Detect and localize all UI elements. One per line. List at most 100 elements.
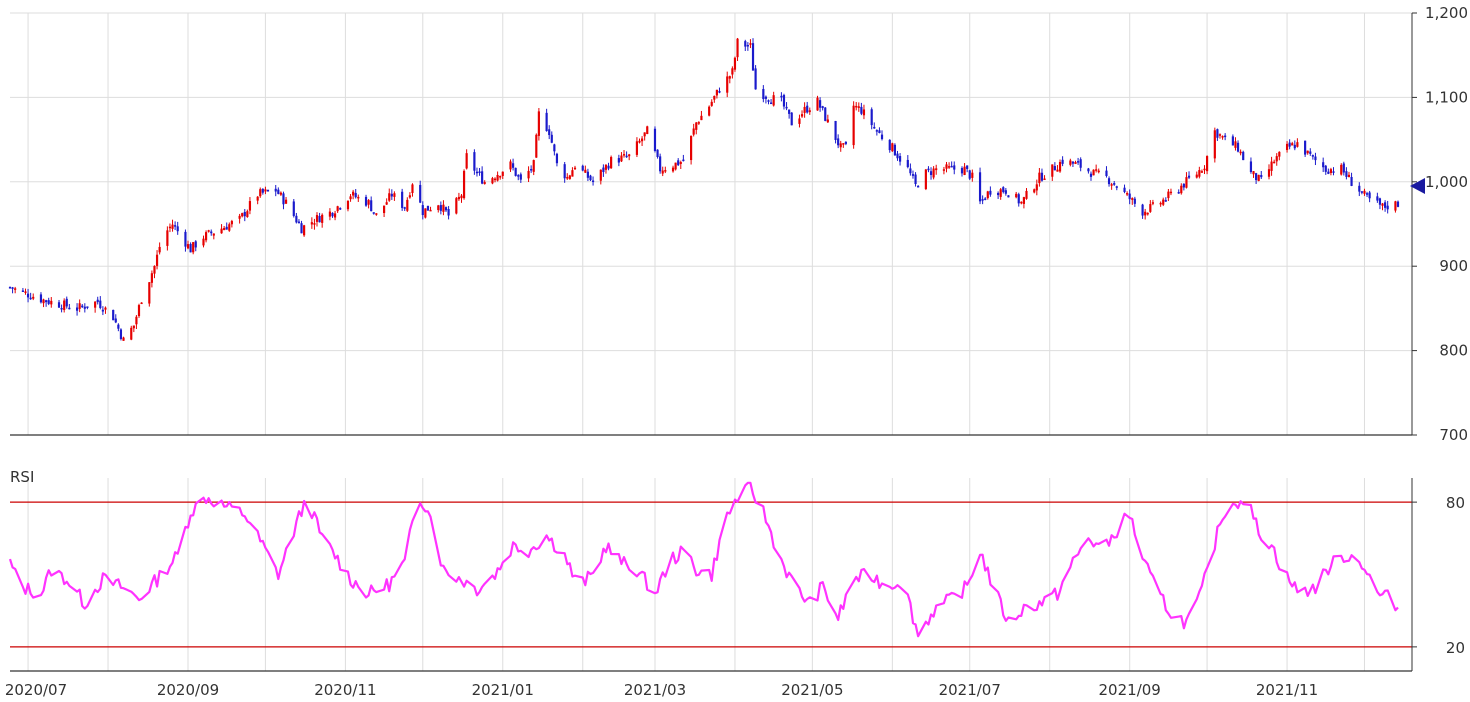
candlestick [220, 224, 223, 234]
candle-body [148, 282, 151, 304]
candle-body [493, 178, 497, 181]
candle-body [81, 305, 84, 308]
candlestick [1396, 200, 1400, 208]
candlestick [78, 299, 81, 313]
candle-body [981, 199, 984, 201]
candlestick [924, 168, 927, 191]
candle-body [695, 122, 698, 130]
candlestick [1126, 191, 1129, 197]
candle-body [834, 120, 837, 140]
candlestick [896, 150, 899, 161]
candlestick [491, 176, 494, 185]
candlestick [47, 297, 50, 306]
candle-body [599, 169, 602, 181]
candle-body [346, 200, 350, 210]
candle-body [1133, 198, 1136, 204]
candle-body [192, 242, 195, 253]
candlestick [364, 194, 368, 207]
candle-body [212, 233, 215, 236]
candlestick [682, 154, 685, 162]
candlestick [21, 287, 24, 292]
candle-body [150, 273, 153, 283]
candle-body [1216, 129, 1219, 138]
candlestick [674, 162, 677, 171]
candlestick [695, 121, 698, 135]
candle-body [266, 189, 270, 192]
candle-body [602, 167, 605, 173]
candlestick [1381, 202, 1384, 211]
candlestick [873, 122, 876, 129]
candlestick [767, 99, 770, 105]
candle-body [261, 188, 264, 193]
candle-body [1020, 201, 1023, 204]
candle-body [736, 38, 739, 58]
candlestick [460, 194, 463, 203]
candlestick [653, 126, 657, 153]
x-tick-label: 2021/11 [1256, 681, 1318, 699]
candlestick [1360, 191, 1363, 195]
candle-body [646, 126, 649, 135]
candlestick [481, 166, 484, 185]
candlestick [24, 288, 27, 295]
candle-body [509, 161, 512, 170]
candle-body [862, 109, 866, 116]
candlestick [455, 196, 458, 215]
candle-body [96, 299, 99, 303]
candlestick [75, 303, 79, 316]
candle-body [1224, 135, 1227, 138]
candle-body [444, 207, 448, 211]
candle-body [896, 153, 899, 159]
candlestick [1270, 156, 1273, 176]
candlestick [527, 166, 530, 183]
candle-body [643, 132, 646, 137]
candle-body [300, 223, 303, 234]
candlestick [1311, 154, 1314, 160]
candle-body [728, 76, 731, 79]
candlestick [1123, 184, 1126, 194]
candle-body [1069, 160, 1072, 165]
candle-body [906, 159, 909, 168]
candle-body [86, 306, 89, 308]
candlestick [628, 153, 631, 161]
candle-body [1340, 164, 1343, 175]
x-tick-label: 2021/07 [939, 681, 1001, 699]
candle-body [1177, 192, 1180, 194]
candlestick [1187, 171, 1191, 180]
candlestick [137, 303, 141, 318]
candle-body [130, 327, 133, 340]
candlestick [586, 168, 589, 182]
candlestick [661, 166, 664, 177]
candle-body [935, 168, 938, 171]
candlestick [981, 195, 984, 205]
candle-body [462, 170, 466, 199]
candlestick [1322, 157, 1325, 173]
candlestick [718, 87, 721, 94]
candlestick [568, 174, 571, 180]
candle-body [1231, 136, 1234, 146]
candlestick [1216, 128, 1219, 141]
candle-body [63, 300, 66, 310]
candle-body [210, 231, 213, 234]
candle-body [875, 130, 878, 132]
candle-body [94, 301, 97, 308]
candle-body [1304, 140, 1307, 155]
candlestick [150, 270, 153, 288]
candlestick [501, 171, 504, 180]
candlestick [671, 165, 675, 173]
candlestick [1378, 197, 1382, 210]
candle-body [491, 178, 494, 184]
candle-body [1115, 186, 1118, 188]
candle-body [403, 207, 406, 209]
candlestick [426, 205, 430, 211]
candlestick [370, 196, 373, 212]
candle-body [310, 222, 313, 225]
candlestick [282, 191, 285, 210]
candlestick [697, 121, 700, 125]
candlestick [862, 104, 866, 120]
candlestick [1221, 135, 1224, 140]
candlestick [1306, 150, 1309, 155]
candle-body [659, 156, 662, 172]
candlestick [462, 169, 466, 200]
candle-body [1131, 198, 1134, 200]
candlestick [1257, 174, 1260, 182]
